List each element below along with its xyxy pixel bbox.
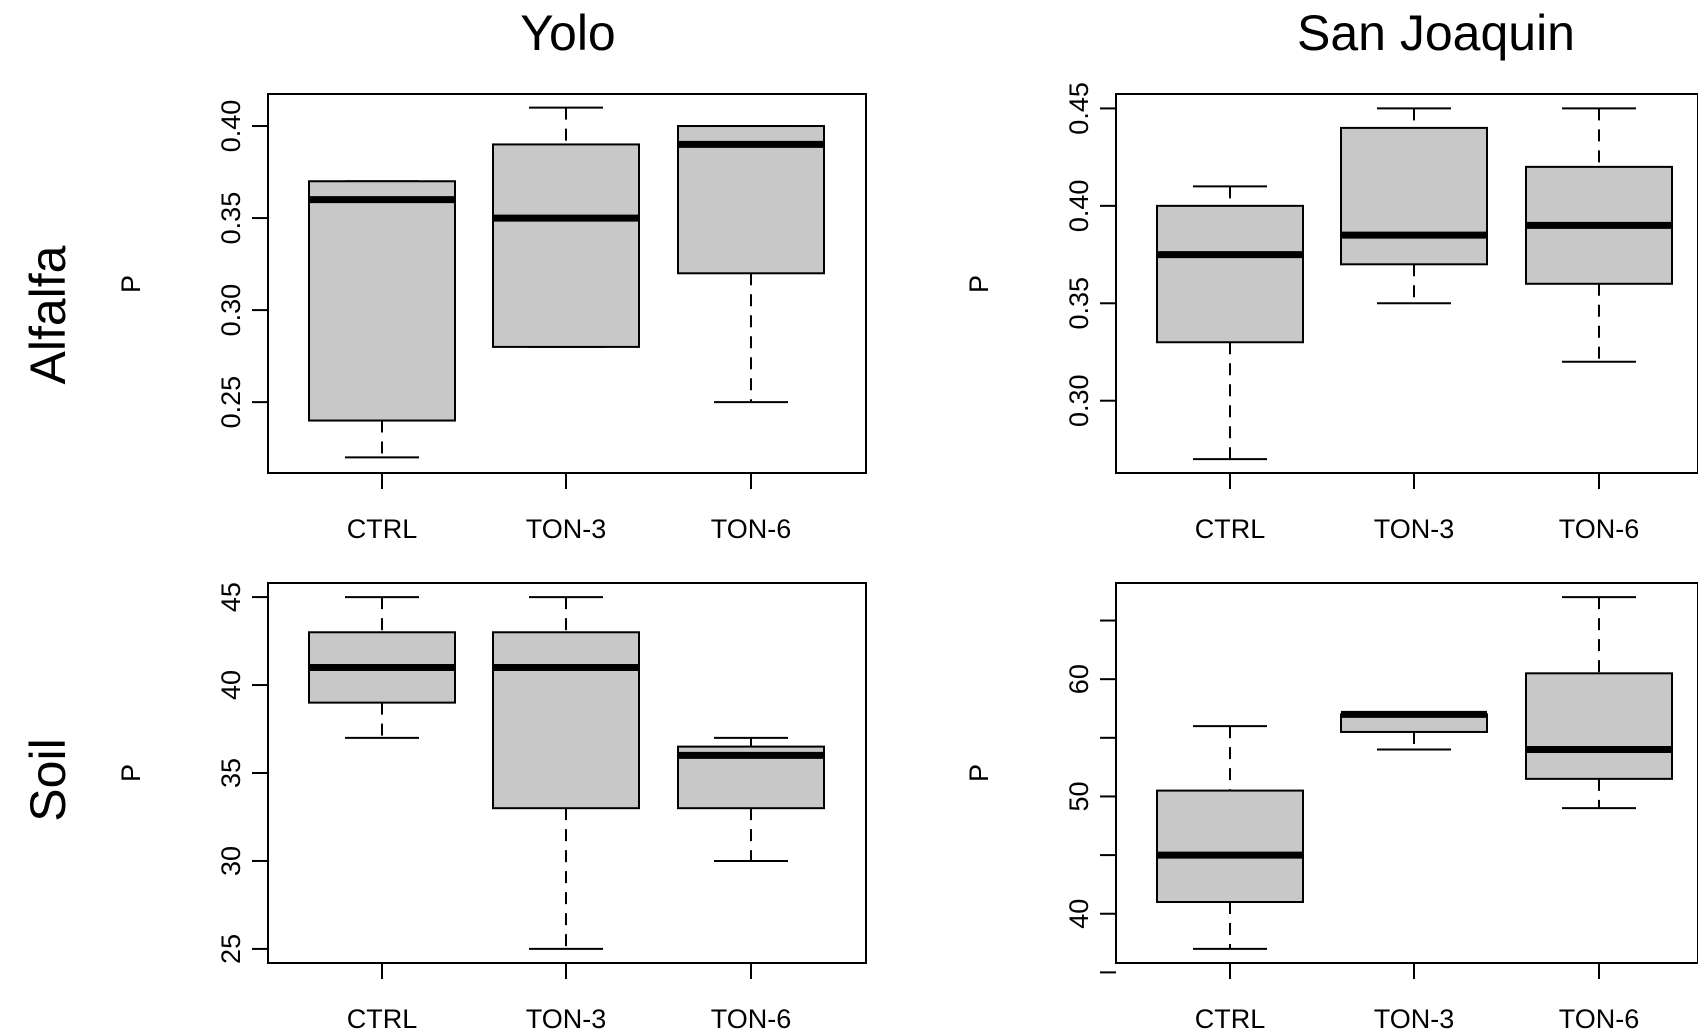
y-axis-label: P xyxy=(116,764,146,782)
box-ctrl xyxy=(308,180,456,459)
boxplot-panel-san-joaquin-alfalfa: 0.30 0.35 0.40 0.45 P CTRL TON-3 TON-6 xyxy=(964,82,1698,544)
box-ton-3 xyxy=(1340,710,1488,751)
iqr-box xyxy=(1156,204,1304,344)
x-tick-label: TON-3 xyxy=(526,1004,607,1034)
boxplot-panel-san-joaquin-soil: 40 50 60 P CTRL TON-3 TON-6 xyxy=(964,582,1698,1034)
y-tick-label: 50 xyxy=(1064,781,1094,811)
x-tick-label: TON-3 xyxy=(1374,1004,1455,1034)
y-tick-label: 0.40 xyxy=(1064,180,1094,233)
plot-frame xyxy=(1115,93,1698,474)
box-ton-6 xyxy=(677,125,825,404)
y-tick-label: 0.25 xyxy=(216,376,246,429)
iqr-box xyxy=(1525,672,1673,780)
x-tick-label: TON-6 xyxy=(1559,514,1640,544)
iqr-box xyxy=(1340,126,1488,266)
x-tick-label: TON-6 xyxy=(1559,1004,1640,1034)
y-tick-label: 35 xyxy=(216,758,246,788)
x-tick-label: TON-6 xyxy=(711,514,792,544)
y-axis-label: P xyxy=(116,275,146,293)
box-ctrl xyxy=(1156,185,1304,461)
y-tick-label: 0.35 xyxy=(216,192,246,245)
y-axis-label: P xyxy=(964,275,994,293)
y-tick-label: 30 xyxy=(216,846,246,876)
y-tick-label: 0.35 xyxy=(1064,277,1094,330)
iqr-box xyxy=(492,631,640,810)
plot-frame xyxy=(1115,582,1698,964)
box-ton-3 xyxy=(492,106,640,348)
box-ton-6 xyxy=(677,736,825,862)
x-tick-label: CTRL xyxy=(1195,514,1266,544)
x-tick-label: CTRL xyxy=(347,1004,418,1034)
box-ctrl xyxy=(1156,725,1304,950)
y-tick-label: 0.45 xyxy=(1064,82,1094,135)
row-title-soil: Soil xyxy=(20,738,76,821)
x-tick-label: CTRL xyxy=(347,514,418,544)
box-ctrl xyxy=(308,596,456,739)
y-tick-label: 0.30 xyxy=(216,284,246,337)
iqr-box xyxy=(308,180,456,422)
x-tick-label: TON-3 xyxy=(526,514,607,544)
x-tick-label: CTRL xyxy=(1195,1004,1266,1034)
y-tick-label: 40 xyxy=(1064,899,1094,929)
boxplot-panel-yolo-alfalfa: 0.25 0.30 0.35 0.40 P CTRL TON-3 TON-6 xyxy=(116,93,867,544)
box-ton-6 xyxy=(1525,596,1673,810)
y-tick-label: 40 xyxy=(216,670,246,700)
y-tick-label: 25 xyxy=(216,934,246,964)
y-tick-label: 0.30 xyxy=(1064,374,1094,427)
y-axis-label: P xyxy=(964,764,994,782)
row-title-alfalfa: Alfalfa xyxy=(20,245,76,384)
iqr-box xyxy=(677,125,825,275)
x-tick-label: TON-3 xyxy=(1374,514,1455,544)
x-tick-label: TON-6 xyxy=(711,1004,792,1034)
iqr-box xyxy=(492,143,640,348)
boxplot-panel-yolo-soil: 25 30 35 40 45 P CTRL TON-3 TON-6 xyxy=(116,582,867,1034)
box-ton-3 xyxy=(1340,107,1488,305)
column-title-san-joaquin: San Joaquin xyxy=(1297,5,1575,61)
iqr-box xyxy=(1156,789,1304,904)
column-title-yolo: Yolo xyxy=(520,5,615,61)
box-ton-3 xyxy=(492,596,640,950)
y-tick-label: 45 xyxy=(216,582,246,612)
box-ton-6 xyxy=(1525,107,1673,363)
y-tick-label: 60 xyxy=(1064,664,1094,694)
y-tick-label: 0.40 xyxy=(216,100,246,153)
